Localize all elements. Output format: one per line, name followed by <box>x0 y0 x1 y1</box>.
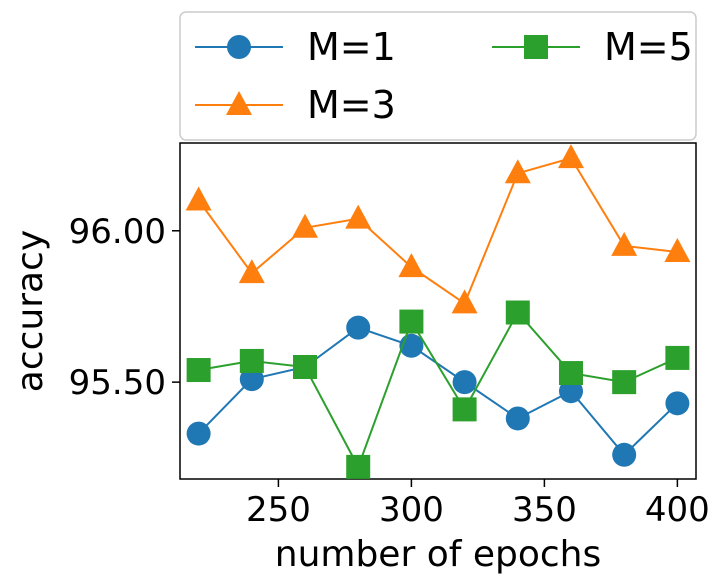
legend-item: M=5 <box>492 25 693 69</box>
y-tick-label: 95.50 <box>69 363 166 403</box>
x-tick-label: 250 <box>246 490 311 530</box>
legend-label: M=5 <box>604 25 693 69</box>
data-point <box>238 259 265 284</box>
data-point <box>664 237 691 262</box>
x-tick-label: 350 <box>512 490 577 530</box>
data-point <box>558 379 583 404</box>
y-axis-title: accuracy <box>10 230 51 392</box>
legend: M=1 M=3 M=5 <box>179 11 697 141</box>
x-tick-label: 400 <box>645 490 710 530</box>
x-axis-title: number of epochs <box>275 534 601 575</box>
plot-frame <box>179 142 697 480</box>
data-point <box>293 355 318 379</box>
data-point <box>557 144 584 169</box>
y-axis: 95.50 96.00 <box>69 212 180 403</box>
series-m-3 <box>185 144 691 314</box>
data-point <box>665 391 690 416</box>
data-point <box>505 300 530 325</box>
data-point <box>505 406 530 431</box>
data-point <box>186 421 211 446</box>
x-axis: 250 300 350 400 <box>246 479 710 530</box>
plot-area <box>179 142 697 480</box>
data-point <box>239 367 264 392</box>
legend-marker <box>227 35 251 59</box>
data-point <box>504 159 531 184</box>
series-line <box>197 326 679 457</box>
data-point <box>612 370 637 395</box>
legend-label: M=3 <box>307 83 396 127</box>
data-point <box>186 358 211 383</box>
legend-item: M=3 <box>195 83 396 127</box>
data-point <box>452 370 477 395</box>
x-tick-label: 300 <box>379 490 444 530</box>
data-point <box>451 289 478 314</box>
legend-marker <box>524 35 548 59</box>
data-point <box>665 345 690 370</box>
data-point <box>452 397 477 422</box>
data-point <box>399 309 424 334</box>
series-line <box>198 310 678 470</box>
legend-marker <box>226 91 252 115</box>
data-point <box>346 454 371 479</box>
data-point <box>611 231 638 256</box>
data-point <box>239 348 264 373</box>
series-line <box>197 156 678 305</box>
data-point <box>346 315 371 340</box>
data-point <box>292 213 319 238</box>
series-layer <box>185 144 691 479</box>
legend-item: M=1 <box>195 25 396 69</box>
data-point <box>398 253 425 278</box>
y-tick-label: 96.00 <box>69 212 166 252</box>
data-point <box>185 186 212 211</box>
series-m-5 <box>186 300 690 479</box>
data-point <box>345 204 372 229</box>
legend-label: M=1 <box>307 25 396 69</box>
data-point <box>612 442 637 467</box>
data-point <box>558 361 583 386</box>
legend-frame <box>179 11 697 141</box>
